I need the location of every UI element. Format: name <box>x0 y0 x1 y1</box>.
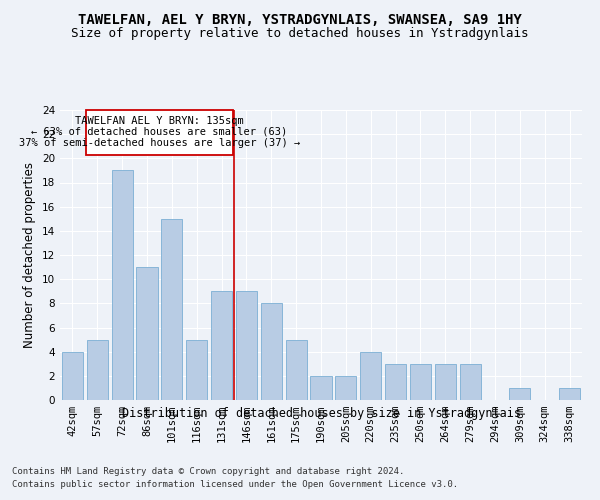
Bar <box>186 340 207 400</box>
Bar <box>360 352 381 400</box>
Text: 37% of semi-detached houses are larger (37) →: 37% of semi-detached houses are larger (… <box>19 138 300 148</box>
Bar <box>112 170 133 400</box>
Bar <box>559 388 580 400</box>
Bar <box>86 110 233 154</box>
Text: Distribution of detached houses by size in Ystradgynlais: Distribution of detached houses by size … <box>121 408 521 420</box>
Bar <box>236 291 257 400</box>
Text: Contains public sector information licensed under the Open Government Licence v3: Contains public sector information licen… <box>12 480 458 489</box>
Bar <box>211 291 232 400</box>
Bar <box>335 376 356 400</box>
Bar <box>310 376 332 400</box>
Text: Contains HM Land Registry data © Crown copyright and database right 2024.: Contains HM Land Registry data © Crown c… <box>12 468 404 476</box>
Bar <box>261 304 282 400</box>
Text: Size of property relative to detached houses in Ystradgynlais: Size of property relative to detached ho… <box>71 28 529 40</box>
Bar <box>161 219 182 400</box>
Bar <box>136 267 158 400</box>
Bar <box>385 364 406 400</box>
Bar <box>87 340 108 400</box>
Text: TAWELFAN AEL Y BRYN: 135sqm: TAWELFAN AEL Y BRYN: 135sqm <box>75 116 244 126</box>
Text: TAWELFAN, AEL Y BRYN, YSTRADGYNLAIS, SWANSEA, SA9 1HY: TAWELFAN, AEL Y BRYN, YSTRADGYNLAIS, SWA… <box>78 12 522 26</box>
Y-axis label: Number of detached properties: Number of detached properties <box>23 162 37 348</box>
Bar <box>410 364 431 400</box>
Bar <box>286 340 307 400</box>
Bar <box>435 364 456 400</box>
Bar <box>460 364 481 400</box>
Bar <box>509 388 530 400</box>
Text: ← 63% of detached houses are smaller (63): ← 63% of detached houses are smaller (63… <box>31 127 287 137</box>
Bar <box>62 352 83 400</box>
